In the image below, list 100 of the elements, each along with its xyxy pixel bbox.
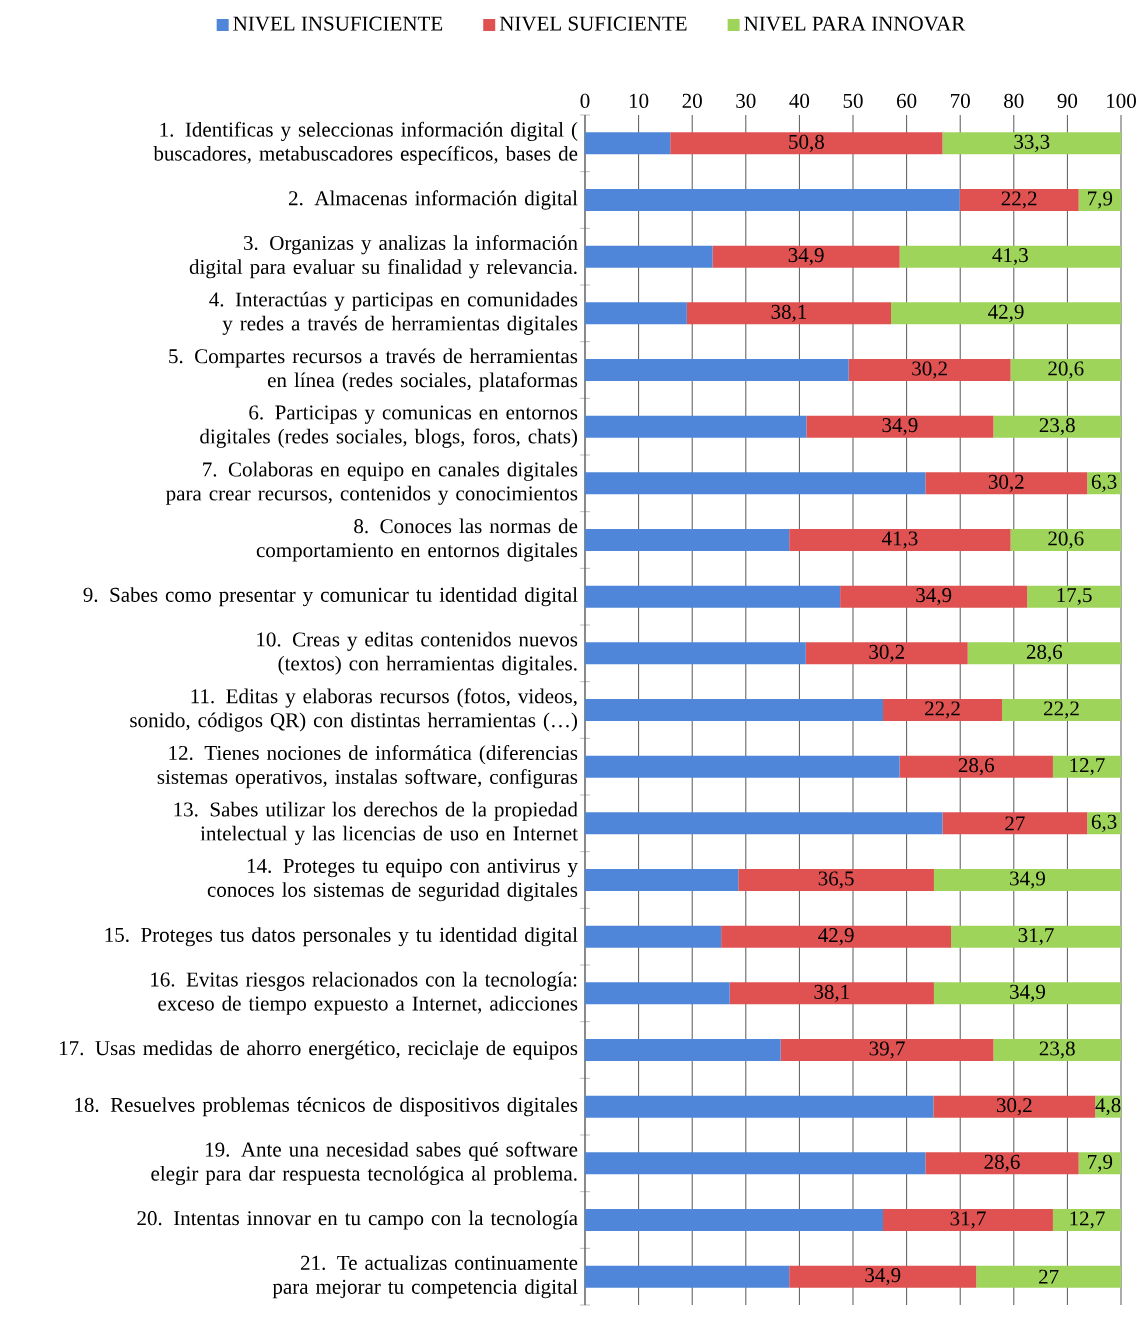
y-tick-label: 10. Creas y editas contenidos nuevos (textos) con herramientas digitales. (257, 631, 578, 675)
data-label: 39,7 (869, 1041, 905, 1059)
x-tick-label: 50 (843, 93, 863, 108)
bar (585, 1095, 934, 1118)
data-label: 31,7 (950, 1211, 986, 1229)
legend-label: NIVEL SUFICIENTE (499, 16, 687, 31)
bar (789, 1265, 977, 1288)
bar (789, 529, 1011, 551)
y-tick-label: 1. Identificas y seleccionas información digital ( buscadores, metabuscadores específicos, bases de (153, 121, 578, 165)
legend-label: NIVEL PARA INNOVAR (744, 16, 966, 31)
x-tick-label: 10 (629, 93, 649, 108)
bar (993, 415, 1122, 438)
data-label: 34,9 (865, 1268, 901, 1286)
bar (585, 132, 671, 155)
data-label: 34,9 (788, 248, 824, 266)
bar (848, 359, 1011, 381)
data-label: 7,9 (1088, 191, 1113, 209)
y-tick-label: 15. Proteges tus datos personales y tu identidad digital (105, 927, 578, 947)
y-tick-label: 17. Usas medidas de ahorro energético, reciclaje de equipos (60, 1040, 578, 1060)
data-label: 7,9 (1088, 1154, 1113, 1172)
data-label: 31,7 (1018, 928, 1054, 946)
bar (585, 472, 926, 495)
bar (738, 869, 934, 892)
bar (585, 415, 807, 438)
y-tick-label: 3. Organizas y analizas la información digital para evaluar su finalidad y relevancia. (189, 235, 578, 279)
y-tick-label: 14. Proteges tu equipo con antivirus y conoces los sistemas de seguridad digitales (207, 858, 578, 902)
y-tick-label: 2. Almacenas información digital (289, 190, 578, 210)
bar (899, 755, 1053, 778)
data-label: 28,6 (984, 1154, 1020, 1172)
bar (840, 585, 1028, 608)
bar (585, 1209, 884, 1232)
data-label: 22,2 (1001, 191, 1037, 209)
bar (585, 642, 806, 665)
x-tick-label: 60 (897, 93, 917, 108)
bar (959, 189, 1079, 211)
data-label: 20,6 (1048, 531, 1084, 549)
bar (585, 302, 687, 325)
data-label: 42,9 (818, 928, 854, 946)
y-tick-label: 4. Interactúas y participas en comunidades y redes a través de herramientas digitales (209, 291, 578, 335)
bar (1052, 755, 1122, 778)
bar (712, 245, 900, 268)
data-label: 34,9 (916, 588, 952, 606)
bar (925, 1152, 1079, 1175)
bar (1010, 529, 1122, 551)
y-tick-label: 21. Te actualizas continuamente para mejorar tu competencia digital (272, 1255, 578, 1299)
bar (976, 1265, 1122, 1288)
data-label: 30,2 (988, 474, 1024, 492)
data-label: 50,8 (789, 134, 824, 152)
data-label: 27 (1005, 816, 1025, 831)
data-label: 30,2 (996, 1098, 1032, 1116)
data-label: 4,8 (1095, 1098, 1121, 1116)
bar (1078, 189, 1122, 211)
bar (585, 585, 841, 608)
bar (883, 1209, 1053, 1232)
bar (585, 755, 900, 778)
bar (942, 132, 1122, 155)
y-tick-label: 19. Ante una necesidad sabes qué software elegir para dar respuesta tecnológica al problema. (151, 1141, 578, 1185)
bar (585, 359, 849, 381)
x-tick-label: 70 (951, 93, 970, 108)
y-tick-label: 13. Sabes utilizar los derechos de la propiedad intelectual y las licencias de uso en Internet (174, 801, 578, 845)
data-label: 22,2 (925, 701, 960, 719)
data-label: 36,5 (818, 871, 854, 889)
bar (585, 1265, 790, 1288)
bar (721, 925, 952, 948)
bar (1002, 699, 1122, 722)
y-tick-label: 20. Intentas innovar en tu campo con la tecnología (137, 1210, 578, 1230)
data-label: 20,6 (1048, 361, 1084, 379)
bar (951, 925, 1122, 948)
data-label: 28,6 (1026, 644, 1063, 662)
bar (670, 132, 943, 155)
data-label: 12,7 (1070, 758, 1105, 776)
x-tick-label: 100 (1107, 93, 1136, 108)
data-label: 33,3 (1014, 134, 1050, 152)
bar (1010, 359, 1122, 381)
y-tick-label: 11. Editas y elaboras recursos (fotos, videos, sonido, códigos QR) con distintas herramientas (…) (130, 688, 577, 732)
data-label: 6,3 (1091, 474, 1117, 492)
bar (585, 529, 790, 551)
bar (585, 1039, 781, 1062)
bar (585, 245, 713, 268)
x-tick-label: 40 (789, 93, 810, 108)
data-label: 34,9 (1010, 984, 1045, 1002)
y-tick-label: 12. Tienes nociones de informática (diferencias sistemas operativos, instalas software, configuras (157, 745, 578, 789)
data-label: 23,8 (1039, 1041, 1075, 1059)
y-tick-label: 7. Colaboras en equipo en canales digitales para crear recursos, contenidos y conocimientos (166, 461, 578, 505)
data-label: 41,3 (992, 248, 1028, 266)
bar (883, 699, 1003, 722)
data-label: 30,2 (869, 644, 904, 662)
y-tick-label: 5. Compartes recursos a través de herramientas en línea (redes sociales, plataformas (169, 348, 578, 392)
bar (899, 245, 1122, 268)
bar (585, 189, 960, 211)
bar (925, 472, 1088, 495)
bar (933, 869, 1122, 892)
y-tick-label: 16. Evitas riesgos relacionados con la tecnología: exceso de tiempo expuesto a Internet, adicciones (151, 971, 578, 1015)
bar (942, 812, 1088, 835)
bar (1078, 1152, 1122, 1175)
bar (993, 1039, 1122, 1062)
bar (805, 642, 968, 665)
bar (1027, 585, 1122, 608)
data-label: 28,6 (958, 758, 995, 776)
x-tick-label: 20 (682, 93, 702, 108)
